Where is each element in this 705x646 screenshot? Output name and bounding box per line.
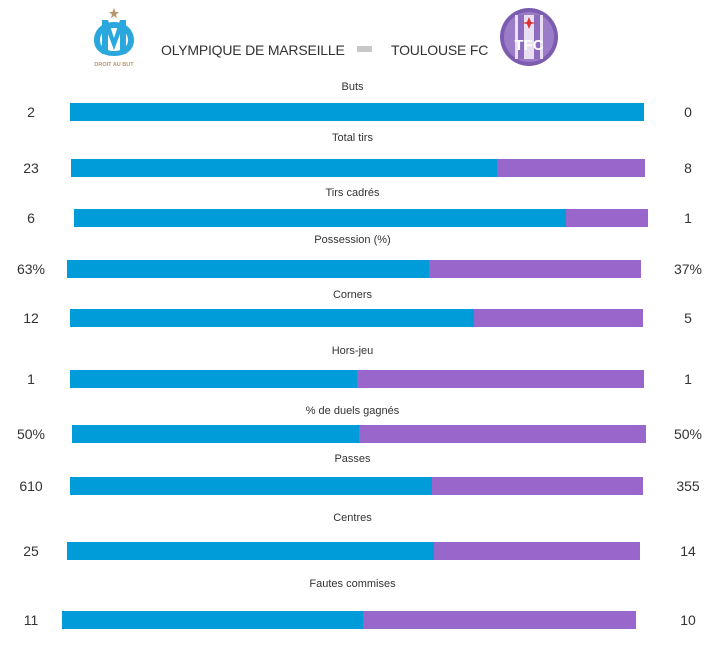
away-team-name: TOULOUSE FC xyxy=(391,42,489,58)
away-value: 8 xyxy=(684,160,692,176)
away-bar-segment xyxy=(566,209,648,227)
home-value: 50% xyxy=(16,426,46,442)
away-bar-segment xyxy=(432,477,643,495)
away-bar-segment xyxy=(359,425,646,443)
stat-label: % de duels gagnés xyxy=(305,405,400,417)
home-value: 1 xyxy=(27,371,35,387)
stat-bar xyxy=(70,103,644,121)
home-value: 12 xyxy=(23,310,39,326)
home-value: 2 xyxy=(27,104,35,120)
stat-label: Buts xyxy=(341,81,364,93)
away-value: 0 xyxy=(684,104,692,120)
home-value: 6 xyxy=(27,210,35,226)
home-bar-segment xyxy=(70,309,475,327)
stat-bar xyxy=(62,611,636,629)
home-value: 63% xyxy=(16,261,46,277)
stat-label: Possession (%) xyxy=(314,234,391,246)
home-value: 25 xyxy=(23,543,39,559)
stat-bar xyxy=(67,542,640,560)
home-bar-segment xyxy=(74,209,566,227)
stat-label: Tirs cadrés xyxy=(325,187,380,199)
svg-text:TFC: TFC xyxy=(514,37,543,54)
stat-bar xyxy=(71,159,645,177)
svg-text:DROIT AU BUT: DROIT AU BUT xyxy=(94,62,134,68)
home-bar-segment xyxy=(67,542,435,560)
away-bar-segment xyxy=(434,542,640,560)
stat-label: Total tirs xyxy=(332,132,373,144)
home-bar-segment xyxy=(72,425,359,443)
tfc-logo: TFC xyxy=(500,8,558,66)
away-value: 10 xyxy=(680,612,696,628)
away-value: 5 xyxy=(684,310,692,326)
stat-label: Corners xyxy=(332,289,373,301)
home-bar-segment xyxy=(62,611,363,629)
home-value: 23 xyxy=(23,160,39,176)
home-bar-segment xyxy=(70,477,433,495)
away-value: 37% xyxy=(673,261,703,277)
away-value: 14 xyxy=(680,543,696,559)
home-bar-segment xyxy=(67,260,429,278)
away-bar-segment xyxy=(496,159,645,177)
away-bar-segment xyxy=(357,370,644,388)
away-bar-segment xyxy=(362,611,636,629)
versus-separator xyxy=(357,46,372,52)
stat-bar xyxy=(70,477,643,495)
stat-bar xyxy=(67,260,641,278)
home-bar-segment xyxy=(71,159,497,177)
away-bar-segment xyxy=(428,260,641,278)
om-logo: DROIT AU BUT xyxy=(94,8,134,68)
home-value: 11 xyxy=(23,612,39,628)
stat-label: Passes xyxy=(334,453,371,465)
stat-bar xyxy=(72,425,646,443)
home-value: 610 xyxy=(19,478,43,494)
stat-bar xyxy=(70,370,644,388)
stat-bar xyxy=(74,209,648,227)
away-value: 1 xyxy=(684,210,692,226)
home-team-name: OLYMPIQUE DE MARSEILLE xyxy=(161,42,345,58)
away-bar-segment xyxy=(474,309,643,327)
away-value: 355 xyxy=(676,478,700,494)
away-value: 1 xyxy=(684,371,692,387)
stat-label: Fautes commises xyxy=(309,578,396,590)
home-bar-segment xyxy=(70,370,357,388)
stat-label: Hors-jeu xyxy=(331,345,374,357)
away-value: 50% xyxy=(673,426,703,442)
stat-bar xyxy=(70,309,643,327)
stat-label: Centres xyxy=(333,512,372,524)
home-bar-segment xyxy=(70,103,644,121)
